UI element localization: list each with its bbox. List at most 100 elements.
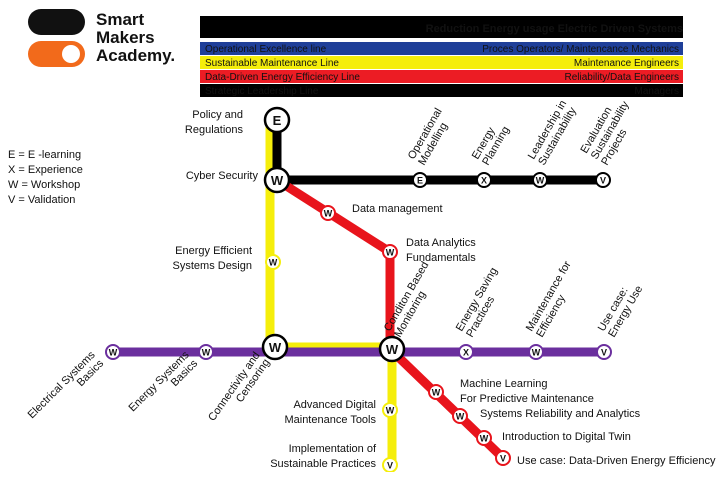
line-role: Managers (635, 86, 679, 97)
station (428, 384, 444, 400)
label-line: Machine Learning (460, 378, 547, 390)
station (532, 172, 548, 188)
label-line: Sustainable Practices (270, 458, 376, 470)
station (263, 106, 291, 134)
label-line: Systems Reliability and Analytics (480, 408, 641, 420)
station-letter: W (269, 258, 278, 268)
station-letter: W (109, 348, 118, 358)
station (596, 344, 612, 360)
line-role: Maintenance Engineers (574, 58, 679, 69)
station-label: Use case: Data-Driven Energy Efficiency (517, 455, 716, 467)
line-blue (200, 42, 683, 55)
station (595, 172, 611, 188)
logo-text: Academy. (96, 46, 175, 65)
station-label: Machine Learning For Predictive Maintenan… (460, 378, 594, 405)
legend-item: W = Workshop (8, 179, 80, 191)
station-letter: V (601, 348, 607, 358)
station-label: Use case:Energy Use (596, 284, 646, 340)
logo-pill-black (28, 9, 85, 35)
line-name: Data-Driven Energy Efficiency Line (205, 72, 360, 83)
label-line: Data management (352, 203, 443, 215)
station (378, 335, 406, 363)
station (476, 430, 492, 446)
station-letter: E (273, 113, 282, 128)
station-letter: W (532, 348, 541, 358)
station-letter: W (386, 342, 399, 357)
station-letter: V (500, 454, 506, 464)
station-letter: X (463, 348, 469, 358)
label-line: Use case: Data-Driven Energy Efficiency (517, 455, 716, 467)
label-line: Introduction to Digital Twin (502, 431, 631, 443)
legend-item: E = E -learning (8, 149, 81, 161)
logo-knob (62, 45, 80, 63)
label-line: Policy and (192, 109, 243, 121)
station (105, 344, 121, 360)
station-label: Implementation of Sustainable Practices (270, 443, 377, 470)
station-letter: W (432, 388, 441, 398)
label-line: Regulations (185, 124, 244, 136)
station-letter: W (386, 406, 395, 416)
logo-text: Makers (96, 28, 155, 47)
station-label: Introduction to Digital Twin (502, 431, 631, 443)
line-name: Strategic Leadership Line (205, 86, 319, 97)
label-line: Systems Design (173, 260, 252, 272)
station (382, 402, 398, 418)
label-line: Cyber Security (186, 170, 259, 182)
station (382, 244, 398, 260)
station (265, 254, 281, 270)
legend-item: V = Validation (8, 194, 75, 206)
header-bar (200, 16, 683, 38)
station-letter: V (600, 176, 606, 186)
line-black (200, 84, 683, 97)
station-label: Data management (352, 203, 443, 215)
station-label: Systems Reliability and Analytics (480, 408, 641, 420)
station-letter: W (324, 209, 333, 219)
label-line: Data Analytics (406, 237, 476, 249)
station-letter: V (387, 461, 393, 471)
line-name: Operational Excellence line (205, 44, 327, 55)
station-label: Advanced Digital Maintenance Tools (284, 399, 376, 426)
label-line: Energy Efficient (175, 245, 252, 257)
station (458, 344, 474, 360)
line-role: Reliability/Data Engineers (564, 72, 679, 83)
line-role: Proces Operators/ Maintencance Mechanics (482, 44, 679, 55)
station-letter: W (480, 434, 489, 444)
label-line: Maintenance Tools (284, 414, 376, 426)
label-line: For Predictive Maintenance (460, 393, 594, 405)
station-label: Energy Efficient Systems Design (173, 245, 252, 272)
station-letter: W (202, 348, 211, 358)
station (476, 172, 492, 188)
station (452, 408, 468, 424)
station-label: Data Analytics Fundamentals (406, 237, 476, 264)
legend-item: X = Experience (8, 164, 83, 176)
station (261, 333, 289, 361)
station (263, 166, 291, 194)
station-letter: X (481, 176, 487, 186)
station-letter: W (386, 248, 395, 258)
station (198, 344, 214, 360)
line-yellow (200, 56, 683, 69)
station (495, 450, 511, 466)
station (412, 172, 428, 188)
station-letter: W (271, 173, 284, 188)
header-title: Reduction Energy usage Electric Driven S… (426, 23, 683, 35)
station-letter: W (269, 340, 282, 355)
label-line: Implementation of (289, 443, 377, 455)
station-label: Cyber Security (186, 170, 259, 182)
logo-text: Smart (96, 10, 145, 29)
station-label: Policy and Regulations (185, 109, 244, 136)
label-line: Fundamentals (406, 252, 476, 264)
station-letter: W (536, 176, 545, 186)
station (528, 344, 544, 360)
